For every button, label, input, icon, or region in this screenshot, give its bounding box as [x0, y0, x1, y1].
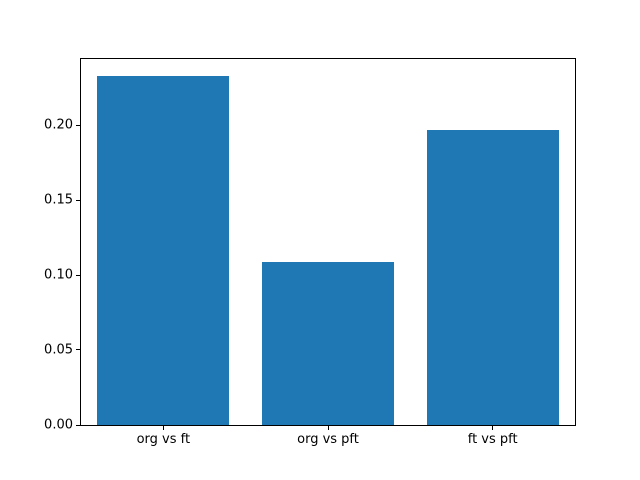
y-tick-mark	[76, 424, 80, 426]
x-tick-mark	[492, 426, 494, 430]
x-tick-label: org vs ft	[136, 432, 191, 447]
x-tick-label: ft vs pft	[467, 432, 518, 447]
bar-org-vs-ft	[97, 75, 230, 425]
y-tick-label: 0.20	[44, 117, 73, 133]
plot-area: 0.00 0.05 0.10 0.15 0.20 org vs ft org vs pft f…	[44, 58, 576, 446]
y-tick-mark	[76, 349, 80, 351]
bar-org-vs-pft	[262, 261, 394, 425]
y-tick-label: 0.05	[44, 342, 73, 358]
x-tick-mark	[162, 426, 164, 430]
plot-inner: 0.00 0.05 0.10 0.15 0.20 org vs ft org vs pft f…	[44, 59, 575, 446]
x-tick-mark	[327, 426, 329, 430]
y-tick-mark	[76, 274, 80, 276]
y-tick-label: 0.00	[44, 417, 73, 433]
y-tick-label: 0.15	[44, 192, 73, 208]
y-tick-label: 0.10	[44, 267, 73, 283]
y-tick-mark	[76, 124, 80, 126]
x-tick-label: org vs pft	[297, 432, 359, 447]
bar-ft-vs-pft	[426, 129, 559, 425]
y-tick-mark	[76, 199, 80, 201]
